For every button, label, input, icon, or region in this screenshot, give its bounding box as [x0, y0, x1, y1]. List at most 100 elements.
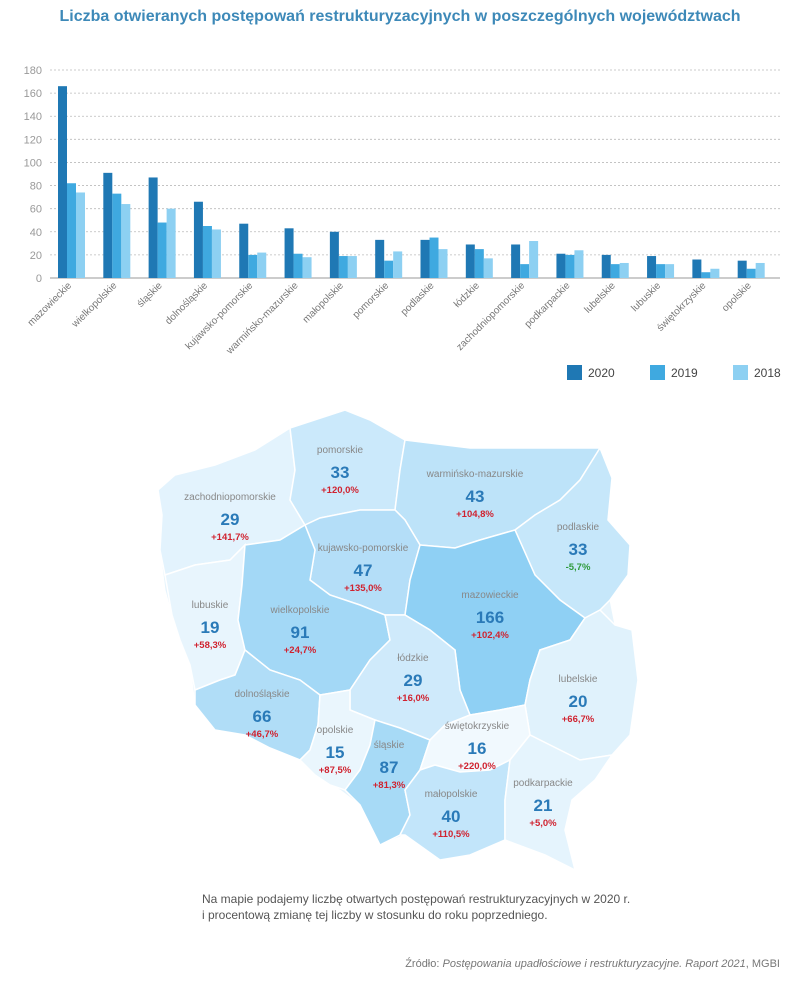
source-prefix: Źródło: — [405, 958, 443, 970]
y-tick-label: 160 — [24, 88, 42, 100]
region-label-value: 21 — [534, 796, 553, 815]
region-label-value: 66 — [253, 707, 272, 726]
bar-2018 — [574, 250, 584, 278]
map-note-line2: i procentową zmianę tej liczby w stosunk… — [202, 908, 548, 922]
bar-2019 — [157, 222, 167, 278]
region-label-change: +104,8% — [456, 509, 494, 520]
region-label-change: +141,7% — [211, 532, 249, 543]
region-label-name: opolskie — [317, 725, 354, 736]
region-malopolskie — [398, 758, 511, 861]
legend-swatch-2019 — [650, 365, 665, 380]
bar-2020 — [58, 86, 67, 278]
bar-2019 — [384, 260, 394, 278]
region-label-name: lubelskie — [559, 674, 598, 685]
legend-label-2019: 2019 — [671, 366, 698, 380]
region-label-name: świętokrzyskie — [445, 721, 510, 732]
bar-2018 — [529, 241, 539, 278]
source-credit: Źródło: Postępowania upadłościowe i rest… — [405, 958, 780, 970]
region-label-value: 43 — [466, 487, 485, 506]
region-label-name: warmińsko-mazurskie — [426, 469, 524, 480]
bar-2020 — [148, 177, 158, 278]
bar-2018 — [121, 204, 131, 278]
region-label-name: podlaskie — [557, 522, 600, 533]
map-labels: pomorskie 33 +120,0% warmińsko-mazurskie 43 +… — [184, 445, 599, 840]
region-label-change: +58,3% — [194, 640, 227, 651]
region-label-name: małopolskie — [425, 789, 478, 800]
bar-2020 — [692, 259, 702, 278]
source-suffix: , MGBI — [745, 958, 780, 970]
region-label-value: 166 — [476, 608, 504, 627]
map-note-line1: Na mapie podajemy liczbę otwartych postę… — [202, 892, 631, 906]
region-label-value: 29 — [404, 671, 423, 690]
region-label-change: +81,3% — [373, 780, 406, 791]
y-tick-label: 120 — [24, 134, 42, 146]
region-label-name: kujawsko-pomorskie — [318, 543, 409, 554]
y-tick-label: 140 — [24, 111, 42, 123]
bar-2019 — [67, 183, 76, 278]
bar-2018 — [619, 262, 629, 278]
bar-2018 — [76, 192, 85, 278]
region-label-change: +66,7% — [562, 714, 595, 725]
region-label-change: +135,0% — [344, 583, 382, 594]
legend-swatch-2018 — [733, 365, 748, 380]
region-label-change: +5,0% — [529, 818, 557, 829]
region-label-value: 15 — [326, 743, 345, 762]
bar-2018 — [393, 251, 403, 278]
region-label-change: -5,7% — [566, 562, 591, 573]
bar-2019 — [248, 254, 258, 278]
bar-2018 — [302, 257, 312, 278]
bar-2019 — [293, 253, 303, 278]
y-tick-label: 100 — [24, 157, 42, 169]
bar-2018 — [211, 229, 221, 278]
region-label-name: mazowieckie — [461, 590, 519, 601]
region-label-value: 40 — [442, 807, 461, 826]
y-tick-label: 20 — [30, 250, 42, 262]
bar-2020 — [737, 260, 747, 278]
map-note: Na mapie podajemy liczbę otwartych postę… — [202, 891, 662, 923]
bar-2019 — [610, 264, 620, 278]
bar-2018 — [755, 262, 765, 278]
region-label-value: 20 — [569, 692, 588, 711]
region-label-name: wielkopolskie — [270, 605, 330, 616]
y-tick-label: 60 — [30, 204, 42, 216]
region-label-name: pomorskie — [317, 445, 364, 456]
bar-2018 — [347, 256, 357, 278]
bar-2020 — [647, 256, 657, 278]
bar-2018 — [483, 258, 493, 278]
bar-2019 — [112, 193, 122, 278]
region-label-change: +46,7% — [246, 729, 279, 740]
region-label-change: +220,0% — [458, 761, 496, 772]
region-label-name: łódzkie — [397, 653, 429, 664]
region-label-value: 29 — [221, 510, 240, 529]
map-regions — [157, 409, 639, 872]
y-tick-label: 40 — [30, 227, 42, 239]
bar-2020 — [193, 201, 203, 278]
bar-2020 — [103, 172, 113, 278]
bar-chart: 020406080100120140160180mazowieckiewielk… — [24, 65, 781, 380]
bar-2019 — [656, 264, 666, 278]
region-label-change: +102,4% — [471, 630, 509, 641]
bar-2018 — [438, 249, 448, 278]
bar-2018 — [257, 252, 267, 278]
bar-2019 — [565, 254, 575, 278]
chart-title: Liczba otwieranych postępowań restruktur… — [59, 8, 741, 25]
region-label-change: +16,0% — [397, 693, 430, 704]
region-label-value: 47 — [354, 561, 373, 580]
bar-2019 — [520, 264, 530, 278]
region-label-value: 87 — [380, 758, 399, 777]
region-label-change: +24,7% — [284, 645, 317, 656]
y-tick-label: 0 — [36, 273, 42, 285]
bar-2018 — [710, 268, 720, 278]
region-label-name: zachodniopomorskie — [184, 492, 276, 503]
bar-2020 — [601, 254, 611, 278]
bar-2019 — [701, 272, 711, 278]
bar-2019 — [429, 237, 439, 278]
bar-2020 — [284, 228, 294, 278]
bar-2019 — [338, 256, 348, 278]
region-label-value: 16 — [468, 739, 487, 758]
region-label-value: 91 — [291, 623, 310, 642]
region-label-name: lubuskie — [192, 600, 229, 611]
bar-2019 — [202, 226, 212, 278]
bar-2020 — [465, 244, 475, 278]
